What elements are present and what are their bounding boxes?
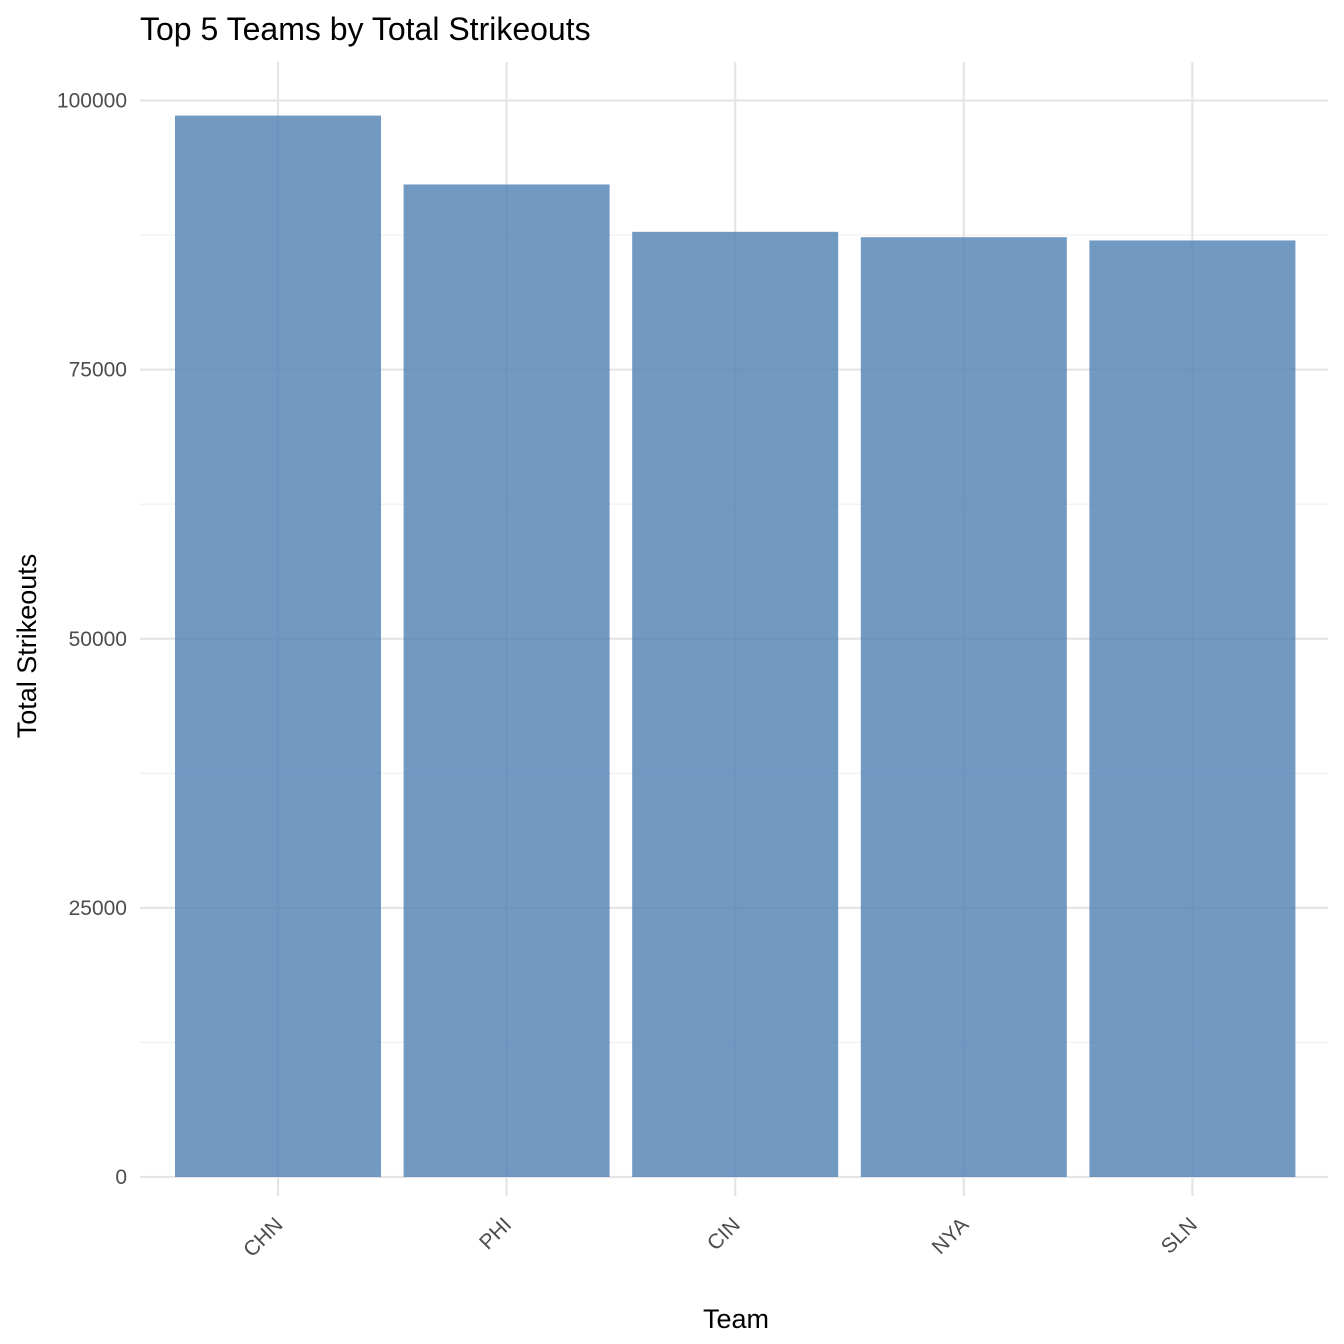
x-tick-label: PHI: [475, 1213, 516, 1254]
bar-phi: [403, 184, 610, 1178]
bar-sln: [1089, 240, 1296, 1177]
y-axis-ticks: 0 25000 50000 75000 100000: [57, 90, 127, 1190]
x-tick-label: CHN: [239, 1213, 287, 1261]
y-tick-label: 0: [115, 1166, 127, 1189]
y-tick-label: 50000: [69, 628, 127, 651]
bar-nya: [860, 237, 1067, 1177]
y-tick-label: 75000: [69, 359, 127, 382]
x-axis-ticks: CHN PHI CIN NYA SLN: [239, 1213, 1202, 1261]
chart-title: Top 5 Teams by Total Strikeouts: [140, 11, 591, 47]
y-axis-title: Total Strikeouts: [12, 554, 42, 739]
bar-cin: [632, 231, 839, 1177]
y-tick-label: 100000: [57, 90, 127, 113]
bars: [175, 115, 1296, 1178]
x-axis-title: Team: [703, 1304, 769, 1334]
bar-chn: [175, 115, 381, 1177]
x-tick-label: SLN: [1157, 1213, 1202, 1258]
x-tick-label: CIN: [703, 1213, 745, 1255]
x-tick-label: NYA: [928, 1213, 974, 1259]
y-tick-label: 25000: [69, 897, 127, 920]
